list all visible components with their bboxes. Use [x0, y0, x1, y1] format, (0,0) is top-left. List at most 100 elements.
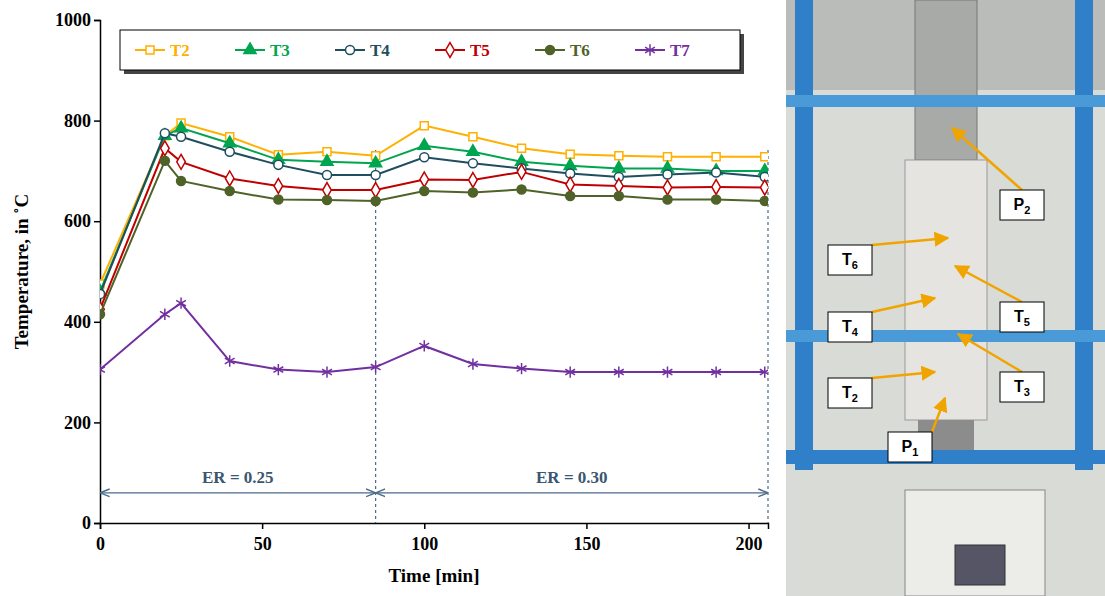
photo-arrow — [872, 372, 935, 378]
tick: 0 — [96, 523, 105, 554]
tick-label: 1000 — [55, 10, 91, 30]
data-point — [613, 161, 625, 172]
data-point — [712, 168, 721, 177]
data-point — [517, 164, 526, 179]
data-point — [420, 122, 428, 130]
series-line — [100, 303, 765, 372]
analyzer-screen — [955, 545, 1005, 585]
legend-marker — [146, 46, 154, 54]
legend-label: T2 — [170, 41, 190, 60]
annotation-arrow — [377, 492, 767, 493]
photo-label: P2 — [952, 128, 1044, 220]
frame-post — [1075, 0, 1093, 470]
data-point — [225, 355, 235, 366]
series-line — [100, 133, 765, 294]
series — [100, 129, 768, 299]
y-axis: 02004006008001000 — [55, 10, 101, 533]
data-point — [322, 196, 331, 205]
legend-label: T4 — [370, 41, 390, 60]
legend-entry: T2 — [135, 41, 190, 60]
tick: 200 — [736, 523, 763, 554]
photo-label-box — [1000, 190, 1044, 220]
data-point — [274, 160, 283, 169]
data-point — [760, 180, 768, 195]
data-point — [712, 195, 721, 204]
tick-mark — [748, 523, 750, 529]
data-point — [468, 188, 477, 197]
tick-mark — [94, 20, 100, 22]
axis-line — [101, 524, 769, 530]
data-point — [370, 156, 382, 167]
photo-label-text: T6 — [842, 251, 858, 271]
data-point — [712, 180, 721, 195]
photo-label: T5 — [955, 266, 1044, 332]
data-point — [418, 139, 430, 150]
photo-label-box — [828, 378, 872, 408]
data-point — [225, 147, 234, 156]
series — [100, 156, 768, 318]
tick-label: 400 — [64, 312, 91, 332]
photo-label: T6 — [828, 238, 948, 275]
data-point — [177, 176, 186, 185]
series — [100, 121, 768, 295]
legend: T2T3T4T5T6T7 — [120, 30, 744, 74]
legend-entry: T5 — [435, 41, 490, 60]
data-point — [615, 152, 623, 160]
frame-post — [795, 0, 813, 470]
divider-line — [767, 150, 768, 523]
tick-mark — [94, 523, 100, 525]
data-point — [467, 145, 479, 156]
tick: 50 — [254, 523, 272, 554]
data-point — [614, 192, 623, 201]
series-line — [100, 148, 765, 309]
photo-arrow — [872, 238, 948, 245]
photo-arrow — [952, 128, 1022, 190]
photo-label-box — [1000, 302, 1044, 332]
data-point — [614, 366, 624, 377]
column-insulation — [905, 160, 987, 420]
photo-label-text: T4 — [842, 318, 859, 338]
annotation: ER = 0.25 — [101, 468, 375, 493]
photo-label-box — [888, 432, 932, 462]
data-point — [564, 159, 576, 170]
photo: P2 T6 T5 T4 T3 T2 P1 — [786, 0, 1105, 596]
data-point — [517, 363, 527, 374]
data-point — [711, 366, 721, 377]
data-point — [468, 358, 478, 369]
series — [100, 141, 768, 317]
tick-mark — [586, 523, 588, 529]
data-point — [565, 366, 575, 377]
annotation-label: ER = 0.30 — [536, 468, 608, 487]
tick-mark — [262, 523, 264, 529]
photo-label: T2 — [828, 372, 935, 408]
data-point — [225, 171, 234, 186]
column-top — [915, 0, 977, 160]
photo-label: T3 — [958, 334, 1044, 402]
tick: 200 — [64, 413, 100, 433]
photo-label: P1 — [888, 398, 945, 462]
data-point — [663, 153, 671, 161]
legend-entry: T7 — [635, 41, 690, 60]
legend-marker — [244, 43, 256, 54]
data-point — [566, 192, 575, 201]
photo-label-text: P1 — [902, 438, 919, 458]
data-point — [274, 195, 283, 204]
data-point — [663, 366, 673, 377]
data-point — [468, 159, 477, 168]
tick: 1000 — [55, 10, 100, 30]
data-point — [663, 195, 672, 204]
data-point — [566, 177, 575, 192]
photo-label-text: P2 — [1014, 196, 1031, 216]
photo-label-text: T2 — [842, 384, 858, 404]
data-point — [225, 187, 234, 196]
series-line — [100, 128, 765, 291]
tick-mark — [94, 120, 100, 122]
data-point — [161, 141, 170, 156]
data-point — [274, 179, 283, 194]
photo-arrow — [958, 334, 1022, 372]
tick: 0 — [82, 513, 100, 533]
tick-label: 800 — [64, 111, 91, 131]
data-point — [760, 197, 768, 206]
tick: 800 — [64, 111, 100, 131]
data-point — [159, 129, 171, 140]
